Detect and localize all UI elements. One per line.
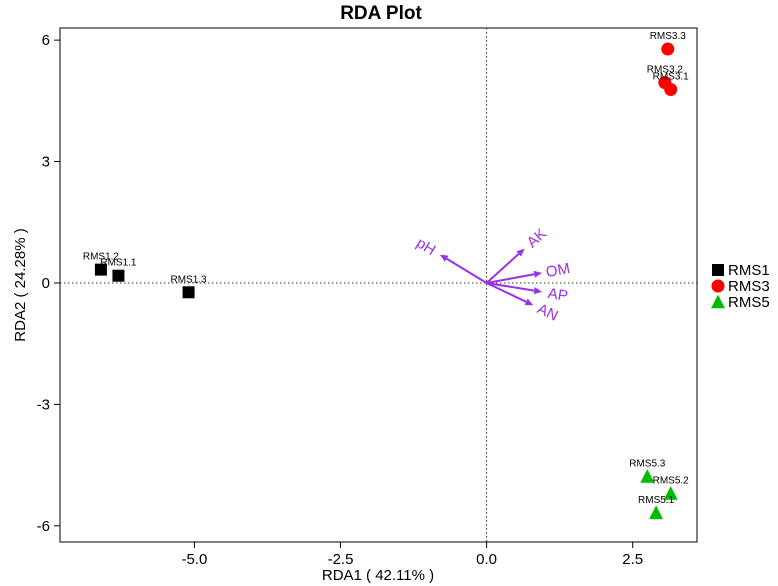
point-rms5-1 [649, 505, 664, 520]
point-rms3-1 [664, 83, 678, 97]
y-tick-label: -3 [37, 396, 50, 413]
x-tick-label: -2.5 [328, 551, 354, 568]
arrowhead-ak [516, 248, 525, 257]
arrow-ph [446, 257, 488, 284]
legend-marker-rms3 [711, 279, 725, 293]
arrow-an [486, 282, 527, 303]
x-tick-label: -5.0 [181, 551, 207, 568]
x-axis-ticks: -5.0 -2.5 0.0 2.5 [181, 542, 643, 568]
legend-label-rms1: RMS1 [728, 262, 770, 279]
reference-lines [60, 28, 697, 542]
point-label: RMS5.3 [629, 458, 666, 469]
arrow-ak [485, 253, 520, 284]
point-rms3-3 [661, 42, 675, 56]
point-rms1-2 [94, 263, 107, 276]
point-label: RMS5.1 [638, 495, 675, 506]
y-axis-ticks: 6 3 0 -3 -6 [37, 32, 60, 535]
plot-frame [59, 27, 698, 543]
arrowhead-ph [439, 254, 449, 262]
point-label: RMS1.1 [100, 258, 137, 269]
point-label: RMS3.2 [647, 65, 684, 76]
point-rms5-3 [640, 469, 655, 483]
y-tick-label: 6 [42, 32, 50, 49]
legend-label-rms5: RMS5 [728, 294, 770, 311]
point-label: RMS3.3 [650, 31, 687, 42]
arrowhead-an [524, 298, 534, 306]
arrowhead-om [533, 270, 543, 278]
legend-marker-rms5 [711, 294, 725, 309]
arrow-label-an: AN [535, 300, 561, 324]
y-axis-label: RDA2 ( 24.28% ) [12, 228, 29, 341]
y-tick-label: 3 [42, 154, 50, 171]
x-axis-label: RDA1 ( 42.11% ) [322, 567, 434, 584]
point-label: RMS3.1 [653, 72, 690, 83]
arrow-om [486, 273, 535, 284]
point-rms5-2 [663, 486, 678, 500]
x-tick-label: 2.5 [622, 551, 643, 568]
arrow-label-ph: pH [413, 235, 438, 259]
arrow-label-ak: AK [524, 225, 550, 251]
point-rms1-3 [182, 286, 195, 299]
point-label: RMS1.3 [171, 274, 208, 285]
chart-title: RDA Plot [340, 3, 422, 24]
arrow-label-om: OM [545, 260, 572, 281]
point-label: RMS1.2 [83, 252, 120, 263]
y-tick-label: 0 [42, 275, 50, 292]
legend-marker-rms1 [712, 264, 724, 276]
arrow-label-ap: AP [547, 285, 569, 305]
arrow-ap [486, 281, 535, 292]
x-tick-label: 0.0 [476, 551, 497, 568]
point-label: RMS5.2 [653, 475, 690, 486]
arrowhead-ap [533, 287, 543, 295]
legend-label-rms3: RMS3 [728, 278, 770, 295]
point-rms1-1 [112, 269, 125, 282]
y-tick-label: -6 [37, 518, 50, 535]
